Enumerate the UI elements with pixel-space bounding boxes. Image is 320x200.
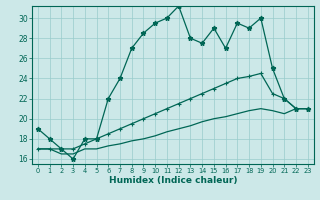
X-axis label: Humidex (Indice chaleur): Humidex (Indice chaleur) [108, 176, 237, 185]
